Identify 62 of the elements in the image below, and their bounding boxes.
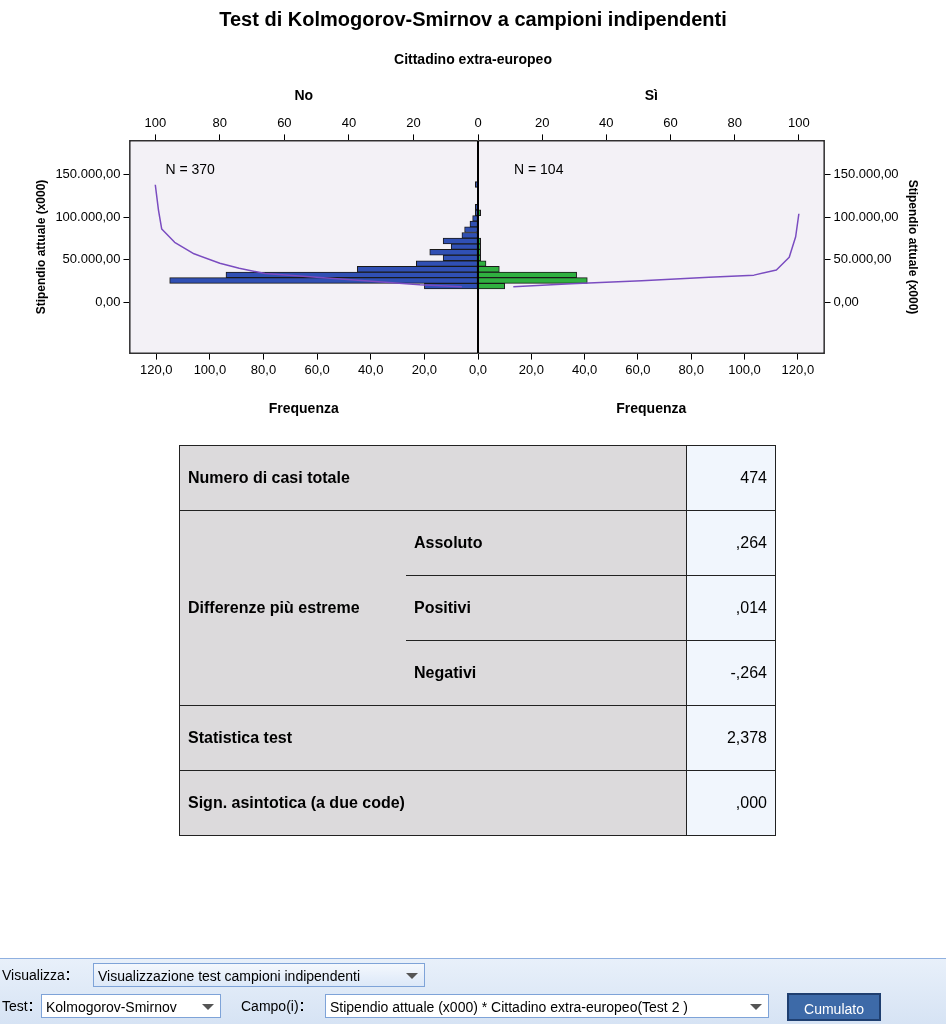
chart-subtitle: Cittadino extra-europeo xyxy=(393,51,553,67)
y-tick-label: 0,00 xyxy=(95,294,121,310)
x-tick-label: 80,0 xyxy=(250,361,277,377)
category-label: Visualizza xyxy=(2,967,66,983)
text: Kolmogorov-Smirnov xyxy=(46,999,177,1015)
x2-tick-label: 20 xyxy=(534,115,550,131)
category-label: Assoluto xyxy=(406,510,687,576)
y-tick-label: 150.000,00 xyxy=(55,166,121,182)
y-tick-label: 100.000,00 xyxy=(833,208,899,224)
y-tick-label: 150.000,00 xyxy=(833,166,899,182)
annotation: N = 104 xyxy=(514,161,564,178)
x-tick-label: 20,0 xyxy=(518,361,544,377)
x-tick-label: 100,0 xyxy=(728,361,761,377)
text: ,264 xyxy=(686,510,776,576)
x-tick-label: 60,0 xyxy=(625,361,651,377)
category-label: Negativi xyxy=(406,640,687,706)
text: ,014 xyxy=(686,575,776,641)
category-label: Statistica test xyxy=(179,705,687,771)
category-label: Test xyxy=(2,998,29,1014)
x2-tick-label: 0 xyxy=(474,115,482,131)
y-tick-label: 50.000,00 xyxy=(833,251,892,267)
y-axis-title: Stipendio attuale (x000) xyxy=(906,179,921,315)
x-tick-label: 120,0 xyxy=(781,361,815,377)
x-tick-label: 20,0 xyxy=(411,361,438,377)
x2-tick-label: 40 xyxy=(341,115,357,131)
text: ,000 xyxy=(686,770,776,836)
x-tick-label: 40,0 xyxy=(571,361,598,377)
text: Differenze più estreme xyxy=(179,510,406,706)
x-axis-title: Frequenza xyxy=(268,400,339,417)
category-label: Sign. asintotica (a due code) xyxy=(179,770,687,836)
x-tick-label: 60,0 xyxy=(304,361,330,377)
y-tick-label: 50.000,00 xyxy=(62,251,121,267)
x-tick-label: 80,0 xyxy=(678,361,704,377)
x2-tick-label: 100 xyxy=(788,115,810,131)
text: -,264 xyxy=(686,640,776,706)
x2-tick-label: 60 xyxy=(663,115,678,131)
text: Cumulato xyxy=(787,993,881,1021)
chart-title: Test di Kolmogorov-Smirnov a campioni indipendenti xyxy=(218,8,728,31)
x-tick-label: 100,0 xyxy=(193,361,227,377)
x-axis-title: Frequenza xyxy=(616,400,687,417)
x-tick-label: 40,0 xyxy=(358,361,384,377)
category-label: Numero di casi totale xyxy=(179,445,687,511)
annotation: N = 370 xyxy=(165,161,216,178)
x2-tick-label: 80 xyxy=(212,115,228,131)
y-axis-title: Stipendio attuale (x000) xyxy=(33,179,48,315)
x-tick-label: 120,0 xyxy=(140,361,173,377)
text: Stipendio attuale (x000) * Cittadino extra-europeo(Test 2 ) xyxy=(330,999,688,1015)
x2-axis-title: No xyxy=(294,87,314,104)
text: 474 xyxy=(686,445,776,511)
text: Visualizzazione test campioni indipendenti xyxy=(98,968,361,984)
x2-tick-label: 80 xyxy=(727,115,742,131)
x2-tick-label: 60 xyxy=(277,115,292,131)
x-tick-label: 0,0 xyxy=(468,361,488,377)
x2-tick-label: 20 xyxy=(406,115,421,131)
y-tick-label: 0,00 xyxy=(833,294,859,310)
category-label: Campo(i) xyxy=(241,998,300,1014)
y-tick-label: 100.000,00 xyxy=(55,208,121,224)
text: 2,378 xyxy=(686,705,776,771)
category-label: Positivi xyxy=(406,575,687,641)
x2-axis-title: Sì xyxy=(644,87,658,104)
x2-tick-label: 100 xyxy=(144,115,167,131)
x2-tick-label: 40 xyxy=(599,115,614,131)
